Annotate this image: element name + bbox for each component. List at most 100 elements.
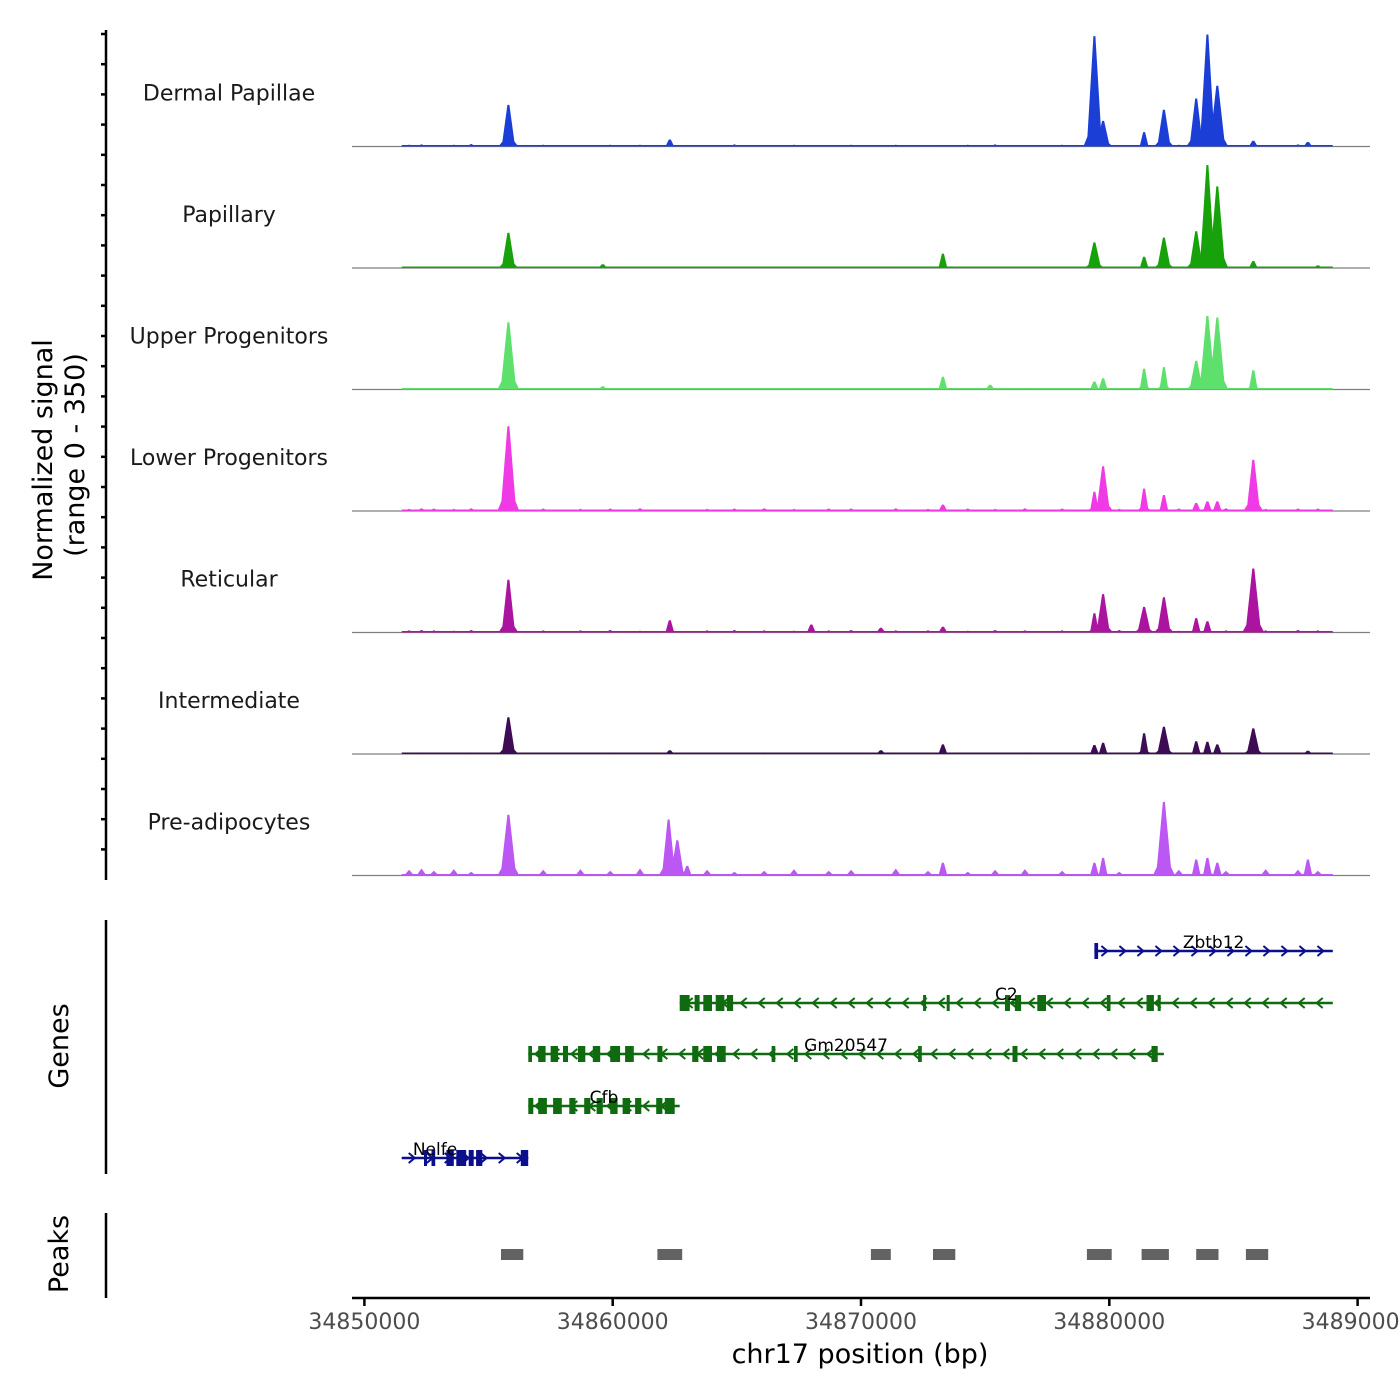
strand-arrow bbox=[1117, 997, 1126, 1009]
signal-noise bbox=[789, 869, 799, 876]
gene-cfb: Cfb bbox=[528, 1088, 680, 1114]
strand-arrow bbox=[839, 1048, 848, 1060]
strand-arrow bbox=[1171, 997, 1180, 1009]
signal-peak bbox=[1206, 317, 1229, 390]
gene-exon bbox=[610, 1098, 618, 1114]
signal-floor bbox=[401, 631, 1333, 633]
peak-region bbox=[501, 1249, 524, 1260]
gene-exon bbox=[456, 1150, 467, 1166]
gene-exon bbox=[946, 995, 950, 1011]
signal-peak bbox=[1086, 381, 1103, 390]
strand-arrow bbox=[775, 997, 784, 1009]
gene-exon bbox=[528, 1098, 534, 1114]
x-tick-label: 34890000 bbox=[1302, 1310, 1400, 1335]
signal-peak bbox=[1153, 726, 1174, 754]
strand-arrow bbox=[641, 1048, 650, 1060]
signal-peak bbox=[1199, 501, 1216, 511]
strand-arrow bbox=[865, 997, 874, 1009]
gene-exon bbox=[577, 1046, 586, 1062]
signal-peak bbox=[1084, 242, 1105, 268]
gene-exon bbox=[625, 1046, 634, 1062]
strand-arrow bbox=[883, 997, 892, 1009]
strand-arrow bbox=[1226, 945, 1235, 957]
signal-peak bbox=[1086, 491, 1103, 511]
strand-arrow bbox=[739, 997, 748, 1009]
strand-arrow bbox=[1136, 945, 1145, 957]
gene-exon bbox=[1146, 995, 1154, 1011]
signal-peak bbox=[1188, 618, 1205, 633]
gene-exon bbox=[635, 1098, 642, 1114]
signal-peak bbox=[1199, 857, 1216, 876]
signal-y-axis-ticks bbox=[101, 32, 106, 851]
strand-arrow bbox=[569, 1048, 578, 1060]
track-label: Pre-adipocytes bbox=[148, 811, 311, 836]
gene-exon bbox=[610, 1046, 621, 1062]
signal-peak bbox=[934, 744, 951, 754]
x-axis-ticks: 34850000 34860000 34870000 34880000 34890000 bbox=[308, 1298, 1400, 1335]
signal-noise bbox=[1260, 869, 1271, 876]
gene-exon bbox=[923, 995, 927, 1011]
signal-peak bbox=[1188, 503, 1205, 511]
signal-peak bbox=[498, 579, 519, 633]
signal-peak bbox=[934, 862, 951, 876]
signal-peak bbox=[1136, 132, 1153, 147]
strand-arrow bbox=[1135, 997, 1144, 1009]
strand-arrow bbox=[1315, 997, 1324, 1009]
strand-arrow bbox=[1279, 997, 1288, 1009]
x-tick-label: 34860000 bbox=[557, 1310, 669, 1335]
strand-arrow bbox=[829, 997, 838, 1009]
gene-exon bbox=[692, 1046, 699, 1062]
peak-region bbox=[1245, 1249, 1269, 1260]
signal-peak bbox=[1136, 368, 1153, 390]
signal-peak bbox=[1206, 85, 1229, 147]
signal-peak bbox=[1299, 142, 1316, 147]
signal-peak bbox=[1206, 186, 1229, 268]
gene-track: Zbtb12 C2 Gm20547 Cfb Nelfe bbox=[401, 933, 1333, 1166]
gene-nelfe: Nelfe bbox=[401, 1140, 529, 1166]
gene-exon bbox=[657, 1046, 663, 1062]
gene-exon bbox=[918, 1046, 922, 1062]
signal-peak bbox=[1136, 733, 1153, 754]
strand-arrow bbox=[1109, 1048, 1118, 1060]
signal-floor bbox=[401, 266, 1333, 268]
gene-exon bbox=[468, 1150, 474, 1166]
track-label: Intermediate bbox=[158, 689, 300, 714]
gene-exon bbox=[592, 1046, 601, 1062]
signal-peak bbox=[661, 139, 678, 147]
gene-exon bbox=[1005, 995, 1010, 1011]
signal-peak bbox=[594, 386, 611, 390]
strand-arrow bbox=[1172, 945, 1181, 957]
strand-arrow bbox=[1045, 997, 1054, 1009]
gene-label: Cfb bbox=[590, 1088, 619, 1108]
strand-arrow bbox=[947, 1048, 956, 1060]
signal-floor bbox=[401, 145, 1333, 147]
gene-exon bbox=[476, 1150, 483, 1166]
strand-arrow bbox=[983, 1048, 992, 1060]
peak-region bbox=[657, 1249, 683, 1260]
strand-arrow bbox=[1099, 997, 1108, 1009]
signal-peak bbox=[1155, 367, 1172, 390]
signal-peak bbox=[872, 750, 889, 754]
peak-region bbox=[1141, 1249, 1169, 1260]
strand-arrow bbox=[973, 997, 982, 1009]
signal-peak bbox=[1199, 621, 1216, 633]
strand-arrow bbox=[1081, 997, 1090, 1009]
strand-arrow bbox=[1280, 945, 1289, 957]
gene-exon bbox=[538, 1098, 547, 1114]
signal-noise bbox=[448, 869, 459, 876]
signal-peak bbox=[1242, 568, 1265, 633]
signal-peak bbox=[1134, 606, 1155, 633]
strand-arrow bbox=[929, 1048, 938, 1060]
strand-arrow bbox=[1154, 945, 1163, 957]
signal-peak bbox=[1299, 859, 1316, 876]
y-axis-label-line2: (range 0 - 350) bbox=[60, 353, 91, 557]
signal-peak bbox=[934, 626, 951, 633]
gene-exon bbox=[794, 1046, 798, 1062]
signal-peak bbox=[498, 104, 519, 147]
signal-peak bbox=[498, 232, 519, 268]
strand-arrow bbox=[1298, 945, 1307, 957]
strand-arrow bbox=[1027, 997, 1036, 1009]
strand-arrow bbox=[991, 997, 1000, 1009]
strand-arrow bbox=[1190, 945, 1199, 957]
